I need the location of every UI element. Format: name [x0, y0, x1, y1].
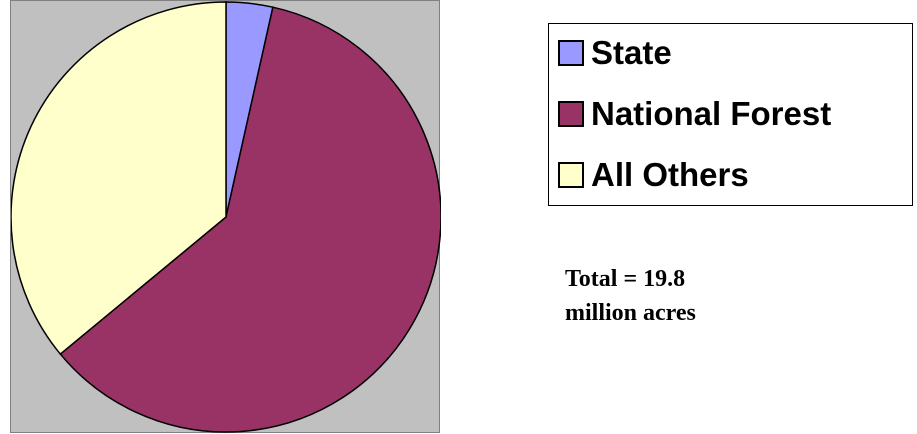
legend-item-state: State: [558, 33, 672, 73]
legend-label-state: State: [591, 34, 672, 71]
total-annotation-line1: Total = 19.8: [565, 266, 686, 292]
legend: State National Forest All Others: [548, 23, 913, 206]
legend-swatch-all-others: [558, 162, 584, 188]
total-annotation: Total = 19.8 million acres: [565, 262, 696, 330]
legend-swatch-state: [558, 40, 584, 66]
legend-label-national-forest: National Forest: [591, 95, 832, 132]
legend-swatch-national-forest: [558, 101, 584, 127]
pie-slice-national-forest: [59, 6, 441, 433]
plot-area: [10, 0, 441, 433]
total-annotation-line2: million acres: [565, 300, 696, 326]
legend-label-all-others: All Others: [591, 156, 749, 193]
pie-slice-all-others: [11, 1, 227, 356]
pie-chart: [11, 1, 441, 433]
legend-item-national-forest: National Forest: [558, 94, 831, 134]
legend-item-all-others: All Others: [558, 155, 749, 195]
